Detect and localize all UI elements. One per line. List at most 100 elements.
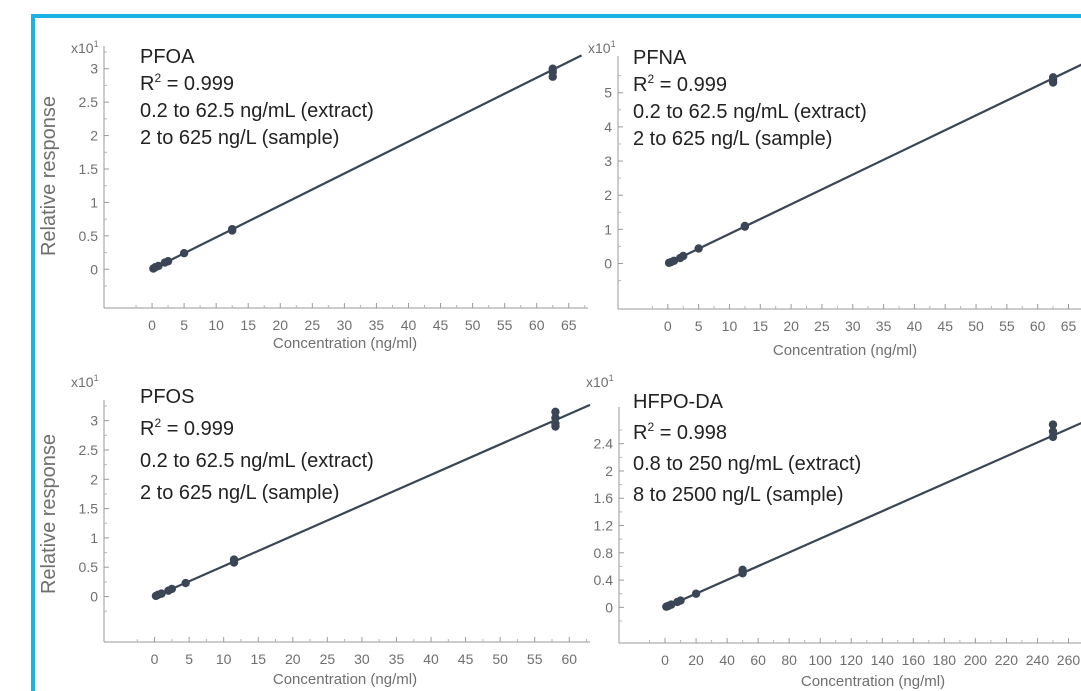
x-tick-label: 55 <box>497 317 513 333</box>
data-point <box>740 221 750 231</box>
y-tick-label: 0.4 <box>594 572 614 588</box>
compound-title: HFPO-DA <box>633 391 724 413</box>
x-tick-label: 160 <box>902 652 926 668</box>
data-point <box>229 555 239 564</box>
y-tick-label: 1 <box>90 194 98 210</box>
y-tick-label: 3 <box>90 413 98 429</box>
range-extract-label: 0.2 to 62.5 ng/mL (extract) <box>140 450 374 472</box>
x-tick-label: 65 <box>1061 318 1077 334</box>
data-point <box>167 584 177 594</box>
x-tick-label: 220 <box>995 652 1019 668</box>
y-tick-label: 1.5 <box>79 161 99 177</box>
data-point <box>163 257 173 266</box>
data-point <box>551 413 560 422</box>
y-tick-label: 1 <box>604 221 612 237</box>
x-tick-label: 0 <box>664 318 672 334</box>
r-squared-label: R2 = 0.999 <box>140 416 234 440</box>
y-tick-label: 2 <box>90 128 98 144</box>
x-tick-label: 20 <box>688 652 704 668</box>
figure-border <box>31 14 1081 691</box>
fit-line <box>151 54 583 271</box>
x-tick-label: 45 <box>458 651 474 667</box>
x-tick-label: 0 <box>661 652 669 668</box>
y-tick-label: 1.6 <box>594 490 614 506</box>
x-tick-label: 10 <box>722 318 738 334</box>
y-tick-label: 4 <box>604 119 612 135</box>
x-tick-label: 60 <box>1030 318 1046 334</box>
x-tick-label: 35 <box>369 317 385 333</box>
x-tick-label: 45 <box>937 318 953 334</box>
y-tick-label: 2 <box>90 471 98 487</box>
x-tick-label: 140 <box>871 652 895 668</box>
x-axis-title: Concentration (ng/ml) <box>273 335 417 352</box>
data-point <box>691 589 701 598</box>
data-point <box>227 224 237 234</box>
y-tick-label: 1 <box>90 530 98 546</box>
x-tick-label: 40 <box>423 651 439 667</box>
x-tick-label: 20 <box>272 317 288 333</box>
data-point <box>551 407 560 417</box>
x-axis-title: Concentration (ng/ml) <box>273 671 417 688</box>
y-tick-label: 0 <box>90 589 98 605</box>
range-sample-label: 8 to 2500 ng/L (sample) <box>633 484 844 506</box>
x-tick-label: 60 <box>529 317 545 333</box>
x-tick-label: 30 <box>337 317 353 333</box>
x-axis-title: Concentration (ng/ml) <box>801 673 945 690</box>
x-tick-label: 20 <box>783 318 799 334</box>
range-sample-label: 2 to 625 ng/L (sample) <box>140 127 339 149</box>
x-tick-label: 50 <box>492 651 508 667</box>
data-point <box>154 261 163 271</box>
y-tick-label: 1.2 <box>594 518 614 534</box>
range-extract-label: 0.2 to 62.5 ng/mL (extract) <box>633 101 867 123</box>
x-tick-label: 10 <box>208 317 224 333</box>
data-point <box>694 244 703 253</box>
compound-title: PFOS <box>140 386 194 408</box>
y-tick-label: 3 <box>90 61 98 77</box>
x-tick-label: 30 <box>354 651 370 667</box>
x-tick-label: 65 <box>561 317 577 333</box>
x-tick-label: 25 <box>320 651 336 667</box>
x-tick-label: 10 <box>216 651 232 667</box>
y-axis-title: Relative response <box>38 96 60 256</box>
r-squared-label: R2 = 0.999 <box>140 71 234 95</box>
fit-line <box>154 403 591 598</box>
x-tick-label: 35 <box>389 651 405 667</box>
x-tick-label: 35 <box>876 318 892 334</box>
chart-panel-3: 00.511.522.530 5 10 15 20 25 30 35 40 45 50 55 60Con… <box>38 373 591 688</box>
data-point <box>738 565 747 575</box>
y-tick-label: 1.5 <box>79 501 99 517</box>
x-tick-label: 55 <box>527 651 543 667</box>
r-squared-label: R2 = 0.999 <box>633 72 727 96</box>
y-tick-label: 2.5 <box>79 442 99 458</box>
x-tick-label: 120 <box>840 652 864 668</box>
x-axis-title: Concentration (ng/ml) <box>773 342 917 359</box>
data-point <box>676 596 685 605</box>
y-tick-label: 0.5 <box>79 559 99 575</box>
x-tick-label: 50 <box>465 317 481 333</box>
x-tick-label: 55 <box>999 318 1015 334</box>
y-multiplier-label: x101 <box>71 373 99 390</box>
y-tick-label: 0 <box>90 261 98 277</box>
y-tick-label: 5 <box>604 85 612 101</box>
data-point <box>179 249 189 258</box>
x-tick-label: 0 <box>151 651 159 667</box>
x-tick-label: 180 <box>933 652 957 668</box>
fit-line <box>667 63 1081 265</box>
x-tick-label: 80 <box>781 652 797 668</box>
y-axis-title: Relative response <box>38 434 60 594</box>
range-sample-label: 2 to 625 ng/L (sample) <box>140 482 339 504</box>
r-squared-label: R2 = 0.998 <box>633 420 727 444</box>
x-tick-label: 15 <box>752 318 768 334</box>
x-tick-label: 260 <box>1057 652 1081 668</box>
compound-title: PFNA <box>633 47 687 69</box>
x-tick-label: 30 <box>845 318 861 334</box>
x-tick-label: 15 <box>250 651 266 667</box>
x-tick-label: 0 <box>148 317 156 333</box>
data-point <box>181 578 190 588</box>
x-tick-label: 200 <box>964 652 988 668</box>
x-tick-label: 5 <box>180 317 188 333</box>
x-tick-label: 5 <box>695 318 703 334</box>
